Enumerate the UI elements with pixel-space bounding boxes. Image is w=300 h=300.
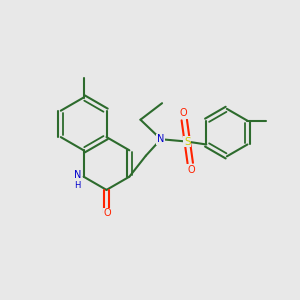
Text: S: S [184, 136, 190, 147]
Text: O: O [187, 165, 195, 175]
Text: N: N [74, 170, 81, 180]
Text: O: O [103, 208, 111, 218]
Text: O: O [180, 108, 188, 118]
Text: N: N [157, 134, 165, 144]
Text: H: H [74, 181, 81, 190]
